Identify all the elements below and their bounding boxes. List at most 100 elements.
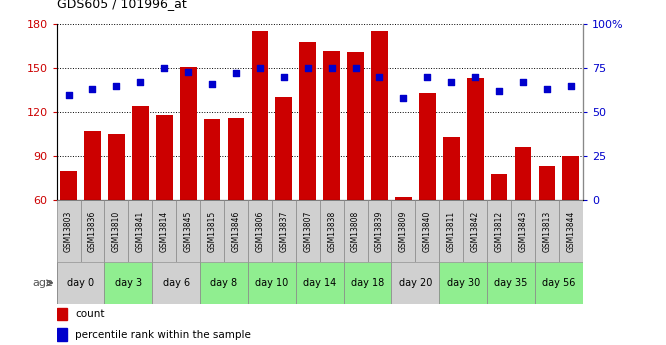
Bar	[252, 31, 268, 288]
Bar	[368, 200, 392, 262]
Bar	[57, 328, 67, 341]
Text: percentile rank within the sample: percentile rank within the sample	[75, 330, 251, 339]
Point	[422, 74, 433, 80]
Text: GSM13813: GSM13813	[542, 210, 551, 252]
Point	[159, 66, 170, 71]
Bar	[228, 118, 244, 288]
Bar	[156, 115, 172, 288]
Point	[278, 74, 289, 80]
Point	[470, 74, 480, 80]
Text: day 35: day 35	[494, 278, 527, 288]
Bar	[559, 200, 583, 262]
Bar	[395, 197, 412, 288]
Bar	[392, 262, 440, 304]
Bar	[440, 262, 487, 304]
Bar	[180, 67, 196, 288]
Text: GSM13836: GSM13836	[88, 210, 97, 252]
Point	[206, 81, 217, 87]
Text: day 20: day 20	[399, 278, 432, 288]
Point	[87, 87, 98, 92]
Bar	[105, 200, 129, 262]
Text: GSM13839: GSM13839	[375, 210, 384, 252]
Text: GSM13812: GSM13812	[495, 210, 503, 252]
Point	[111, 83, 122, 89]
Text: day 18: day 18	[351, 278, 384, 288]
Text: GSM13846: GSM13846	[232, 210, 240, 252]
Bar	[463, 200, 487, 262]
Text: GSM13803: GSM13803	[64, 210, 73, 252]
Bar	[562, 156, 579, 288]
Bar	[515, 147, 531, 288]
Bar	[440, 200, 463, 262]
Point	[230, 71, 241, 76]
Bar	[60, 171, 77, 288]
Bar	[108, 134, 125, 288]
Text: GSM13845: GSM13845	[184, 210, 192, 252]
Point	[517, 79, 528, 85]
Bar	[276, 98, 292, 288]
Bar	[371, 31, 388, 288]
Bar	[344, 200, 368, 262]
Bar	[248, 200, 272, 262]
Bar	[539, 166, 555, 288]
Bar	[272, 200, 296, 262]
Bar	[487, 200, 511, 262]
Text: day 14: day 14	[303, 278, 336, 288]
Bar	[84, 131, 101, 288]
Text: GSM13806: GSM13806	[255, 210, 264, 252]
Point	[350, 66, 361, 71]
Text: count: count	[75, 309, 105, 319]
Point	[446, 79, 456, 85]
Bar	[129, 200, 153, 262]
Text: GSM13814: GSM13814	[160, 210, 168, 252]
Bar	[511, 200, 535, 262]
Text: day 6: day 6	[163, 278, 190, 288]
Point	[63, 92, 74, 97]
Text: day 8: day 8	[210, 278, 238, 288]
Text: GSM13843: GSM13843	[518, 210, 527, 252]
Text: GSM13811: GSM13811	[447, 210, 456, 252]
Point	[565, 83, 576, 89]
Bar	[392, 200, 416, 262]
Bar	[443, 137, 460, 288]
Bar	[487, 262, 535, 304]
Point	[398, 95, 409, 101]
Text: age: age	[33, 278, 53, 288]
Point	[182, 69, 193, 75]
Bar	[57, 308, 67, 320]
Text: GSM13809: GSM13809	[399, 210, 408, 252]
Text: day 30: day 30	[446, 278, 480, 288]
Text: GSM13838: GSM13838	[327, 210, 336, 252]
Text: GSM13841: GSM13841	[136, 210, 145, 252]
Bar	[224, 200, 248, 262]
Text: GSM13840: GSM13840	[423, 210, 432, 252]
Text: GSM13807: GSM13807	[303, 210, 312, 252]
Bar	[299, 42, 316, 288]
Point	[541, 87, 552, 92]
Text: day 56: day 56	[542, 278, 575, 288]
Point	[135, 79, 146, 85]
Bar	[81, 200, 105, 262]
Text: GSM13842: GSM13842	[471, 210, 480, 252]
Text: day 10: day 10	[255, 278, 288, 288]
Text: day 3: day 3	[115, 278, 142, 288]
Bar	[204, 119, 220, 288]
Bar	[535, 262, 583, 304]
Bar	[176, 200, 200, 262]
Bar	[296, 262, 344, 304]
Text: GSM13815: GSM13815	[208, 210, 216, 252]
Bar	[57, 262, 105, 304]
Bar	[491, 174, 507, 288]
Text: GSM13810: GSM13810	[112, 210, 121, 252]
Point	[326, 66, 337, 71]
Text: day 0: day 0	[67, 278, 94, 288]
Bar	[344, 262, 392, 304]
Point	[254, 66, 265, 71]
Text: GSM13837: GSM13837	[279, 210, 288, 252]
Point	[374, 74, 385, 80]
Bar	[320, 200, 344, 262]
Bar	[200, 200, 224, 262]
Bar	[153, 262, 200, 304]
Point	[302, 66, 313, 71]
Text: GSM13844: GSM13844	[566, 210, 575, 252]
